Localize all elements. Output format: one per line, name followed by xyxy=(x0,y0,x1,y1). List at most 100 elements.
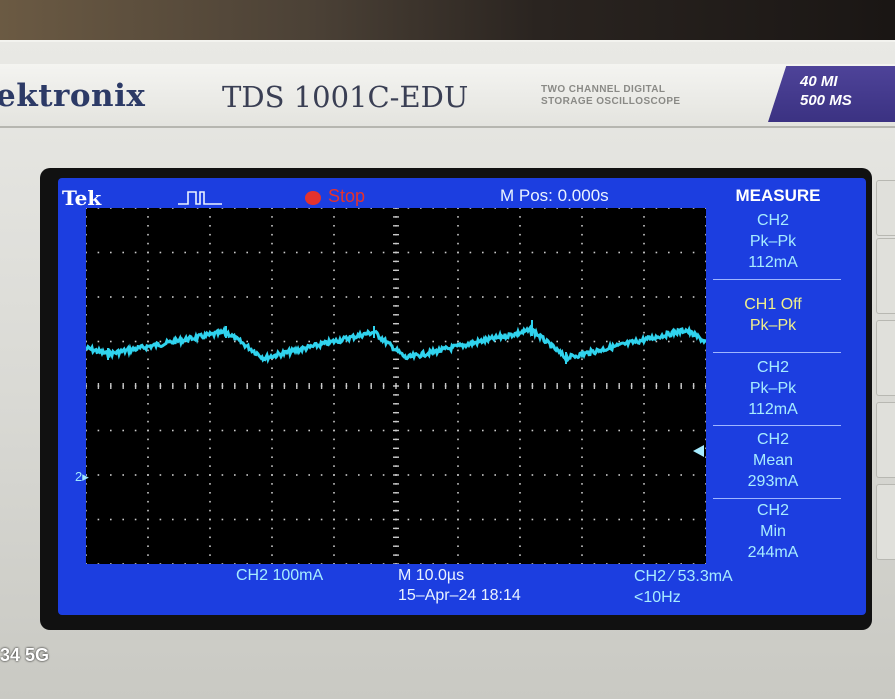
graticule-dot xyxy=(519,287,521,289)
graticule-dot xyxy=(643,474,645,476)
graticule-dot xyxy=(333,447,335,450)
graticule-dot xyxy=(494,340,496,343)
graticule-dot xyxy=(122,340,124,343)
graticule-dot xyxy=(209,287,211,289)
graticule-dot xyxy=(221,207,224,209)
graticule-dot xyxy=(134,340,137,343)
graticule-dot xyxy=(643,394,645,396)
graticule-dot xyxy=(333,225,335,227)
graticule-dot xyxy=(271,509,273,512)
graticule-dot xyxy=(618,296,620,298)
graticule-dot xyxy=(184,340,186,343)
graticule-dot xyxy=(209,403,211,405)
graticule-dot xyxy=(457,287,459,289)
graticule-dot xyxy=(457,527,459,530)
side-button-2[interactable] xyxy=(876,238,895,314)
graticule-dot xyxy=(444,474,447,476)
graticule-dot xyxy=(320,563,323,565)
graticule-dot xyxy=(556,429,558,432)
graticule-dot xyxy=(668,340,670,343)
graticule-dot xyxy=(519,483,521,485)
graticule-dot xyxy=(320,474,323,476)
graticule-dot xyxy=(457,340,459,343)
graticule-dot xyxy=(581,269,583,272)
measurement-1[interactable]: CH2 Pk–Pk 112mA xyxy=(706,210,840,273)
graticule-dot xyxy=(630,429,633,432)
measurement-5[interactable]: CH2 Min 244mA xyxy=(706,500,840,563)
graticule-dot xyxy=(494,518,496,521)
graticule-dot xyxy=(147,447,149,450)
graticule-dot xyxy=(581,260,583,263)
graticule-dot xyxy=(581,358,583,361)
graticule-dot xyxy=(85,509,87,512)
graticule-dot xyxy=(457,518,459,521)
graticule-dot xyxy=(519,305,521,307)
graticule-dot xyxy=(209,207,211,209)
graticule-dot xyxy=(333,305,335,307)
graticule-dot xyxy=(643,554,645,556)
graticule-dot xyxy=(643,456,645,458)
acquisition-state: Stop xyxy=(328,186,366,206)
side-button-4[interactable] xyxy=(876,402,895,478)
graticule-dot xyxy=(209,492,211,494)
graticule-dot xyxy=(643,242,645,245)
graticule-dot xyxy=(333,509,335,512)
graticule-dot xyxy=(494,296,496,298)
graticule-dot xyxy=(519,278,521,280)
graticule-dot xyxy=(271,376,273,378)
graticule-dot xyxy=(147,394,149,396)
graticule-dot xyxy=(519,509,521,512)
graticule-dot xyxy=(643,225,645,227)
graticule-dot xyxy=(655,251,658,254)
graticule-dot xyxy=(172,207,174,209)
graticule-dot xyxy=(308,296,310,298)
graticule-dot xyxy=(147,287,149,289)
graticule-dot xyxy=(618,429,620,432)
graticule-dot xyxy=(209,545,211,547)
graticule-dot xyxy=(333,420,335,423)
graticule-dot xyxy=(234,296,236,298)
graticule-dot xyxy=(457,563,459,565)
graticule-dot xyxy=(680,429,682,432)
side-button-5[interactable] xyxy=(876,484,895,560)
graticule-dot xyxy=(147,331,149,334)
graticule-dot xyxy=(271,500,273,503)
graticule-dot xyxy=(519,260,521,263)
graticule-dot xyxy=(85,500,87,503)
graticule-dot xyxy=(122,563,124,565)
measurement-2[interactable]: CH1 Off Pk–Pk xyxy=(706,294,840,336)
graticule-dot xyxy=(581,322,583,325)
graticule-dot xyxy=(234,563,236,565)
graticule-dot xyxy=(196,518,199,521)
side-button-1[interactable] xyxy=(876,180,895,236)
graticule-dot xyxy=(271,394,273,396)
graticule-dot xyxy=(172,563,174,565)
graticule-dot xyxy=(296,296,298,298)
graticule-dot xyxy=(494,563,496,565)
graticule-dot xyxy=(358,207,360,209)
graticule-dot xyxy=(184,207,186,209)
graticule-dot xyxy=(581,296,583,298)
graticule-dot xyxy=(209,536,211,539)
measurement-2-type: Pk–Pk xyxy=(749,317,797,334)
graticule-dot xyxy=(159,429,162,432)
graticule-dot xyxy=(581,411,583,414)
measurement-1-value: 112mA xyxy=(748,254,798,271)
graticule-dot xyxy=(643,527,645,530)
spec-text: 40 MI 500 MS xyxy=(800,72,895,110)
graticule-dot xyxy=(147,349,149,352)
graticule-dot xyxy=(308,474,310,476)
graticule-dot xyxy=(320,207,323,209)
measurement-3[interactable]: CH2 Pk–Pk 112mA xyxy=(706,357,840,420)
graticule-dot xyxy=(345,251,348,254)
graticule-dot xyxy=(705,456,707,458)
graticule-dot xyxy=(469,563,472,565)
graticule-dot xyxy=(643,438,645,441)
graticule-dot xyxy=(234,340,236,343)
measurement-4[interactable]: CH2 Mean 293mA xyxy=(706,429,840,492)
graticule-dot xyxy=(147,500,149,503)
side-button-3[interactable] xyxy=(876,320,895,396)
graticule-dot xyxy=(271,233,273,236)
graticule-dot xyxy=(333,349,335,352)
graticule-dot xyxy=(482,207,484,209)
